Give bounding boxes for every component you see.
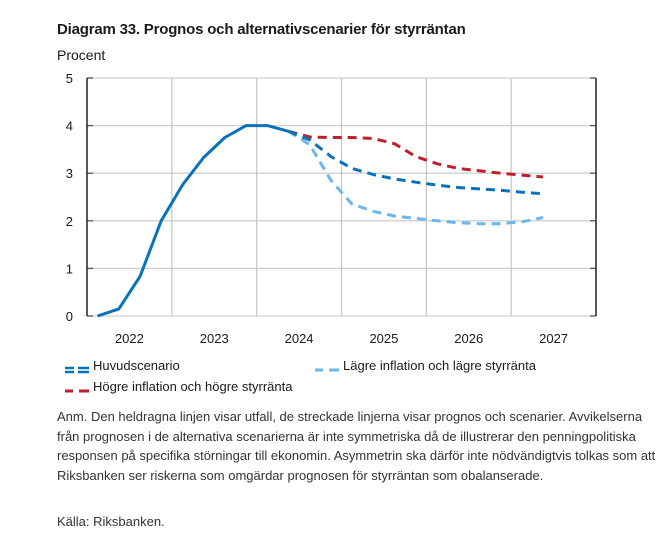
y-axis-unit-label: Procent xyxy=(57,47,106,63)
x-tick-label: 2024 xyxy=(285,331,314,346)
y-tick-label: 2 xyxy=(66,214,73,229)
series-line-1 xyxy=(287,129,544,196)
y-tick-label: 3 xyxy=(66,166,73,181)
legend-swatch-main-icon xyxy=(65,362,89,373)
x-tick-label: 2022 xyxy=(115,331,144,346)
series-line-0 xyxy=(97,124,289,318)
chart-title: Diagram 33. Prognos och alternativscenar… xyxy=(57,21,466,38)
y-tick-label: 1 xyxy=(66,261,73,276)
legend-swatch-lower-icon xyxy=(315,362,339,371)
chart-source: Källa: Riksbanken. xyxy=(57,514,165,529)
x-tick-label: 2027 xyxy=(539,331,568,346)
legend-item-lower: Lägre inflation och lägre styrränta xyxy=(315,358,536,373)
series-lines xyxy=(97,124,544,318)
legend-item-higher: Högre inflation och högre styrränta xyxy=(65,379,292,394)
x-tick-label: 2023 xyxy=(200,331,229,346)
x-tick-label: 2025 xyxy=(369,331,398,346)
x-tick-label: 2026 xyxy=(454,331,483,346)
y-tick-label: 4 xyxy=(66,119,73,134)
legend-label: Lägre inflation och lägre styrränta xyxy=(343,358,536,373)
y-tick-labels: 0 1 2 3 4 5 xyxy=(66,71,73,324)
legend-label: Huvudscenario xyxy=(93,358,180,373)
legend-item-huvudscenario: Huvudscenario xyxy=(65,358,180,373)
y-tick-label: 0 xyxy=(66,309,73,324)
axes xyxy=(86,77,597,317)
y-tick-label: 5 xyxy=(66,71,73,86)
legend-swatch-higher-icon xyxy=(65,383,89,392)
x-tick-labels: 2022 2023 2024 2025 2026 2027 xyxy=(115,331,568,346)
legend-label: Högre inflation och högre styrränta xyxy=(93,379,293,394)
gridlines xyxy=(87,77,596,317)
chart-note: Anm. Den heldragna linjen visar utfall, … xyxy=(57,409,656,483)
series-line-2 xyxy=(287,130,544,226)
